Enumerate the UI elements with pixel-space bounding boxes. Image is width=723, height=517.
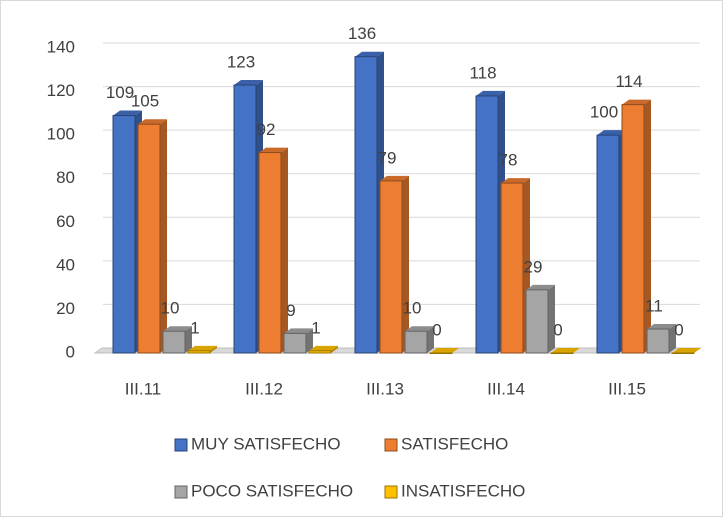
bar-top — [501, 178, 530, 184]
bar — [475, 95, 499, 354]
x-tick-label: III.13 — [366, 379, 404, 398]
bar — [354, 56, 378, 354]
bar-side — [281, 147, 288, 353]
data-label: 10 — [161, 299, 180, 318]
data-label: 1 — [311, 318, 320, 337]
data-label: 9 — [286, 301, 295, 320]
data-label: 123 — [227, 53, 255, 72]
bar-side — [669, 324, 676, 353]
bar — [500, 182, 524, 354]
bar — [379, 180, 403, 354]
bar — [137, 123, 161, 354]
bar-top — [380, 175, 409, 181]
bar-top — [597, 130, 626, 136]
bar-side — [160, 119, 167, 353]
bar-side — [185, 326, 192, 353]
x-tick-label: III.11 — [125, 379, 162, 398]
bar-top — [551, 348, 580, 353]
bar-side — [210, 345, 217, 353]
bar — [112, 115, 136, 354]
y-tick-label: 20 — [56, 299, 75, 318]
bar-top — [234, 80, 263, 86]
legend-swatch — [174, 485, 188, 499]
data-label: 136 — [348, 24, 376, 43]
bar — [596, 134, 620, 354]
bar-top — [259, 147, 288, 153]
bar — [550, 352, 574, 354]
bar-top — [284, 328, 313, 334]
bar-side — [331, 345, 338, 353]
legend-label: MUY SATISFECHO — [191, 434, 341, 453]
legend-swatch — [384, 438, 398, 452]
y-tick-label: 40 — [56, 255, 75, 274]
bar — [525, 289, 549, 354]
bar — [671, 352, 695, 354]
bar-top — [138, 119, 167, 125]
bar-top — [113, 110, 142, 116]
bar — [404, 330, 428, 354]
legend-swatch — [174, 438, 188, 452]
x-tick-label: III.14 — [487, 379, 525, 398]
bar — [621, 104, 645, 354]
bar-top — [622, 99, 651, 105]
bar — [233, 84, 257, 354]
bar-top — [355, 51, 384, 57]
bar-side — [427, 326, 434, 353]
y-tick-label: 80 — [56, 168, 75, 187]
bar — [258, 152, 282, 354]
y-tick-label: 140 — [47, 37, 75, 56]
bar-top — [405, 326, 434, 332]
legend-label: SATISFECHO — [401, 434, 508, 453]
y-tick-label: 100 — [47, 125, 75, 144]
data-label: 0 — [432, 320, 441, 339]
bar-top — [188, 345, 217, 351]
data-label: 1 — [190, 318, 199, 337]
data-label: 114 — [615, 72, 642, 91]
data-label: 100 — [590, 103, 618, 122]
legend-swatch — [384, 485, 398, 499]
data-label: 0 — [553, 320, 562, 339]
bar-top — [430, 348, 459, 353]
data-label: 0 — [674, 320, 683, 339]
x-tick-label: III.12 — [245, 379, 283, 398]
data-label: 109 — [106, 83, 134, 102]
y-tick-label: 120 — [47, 81, 75, 100]
bar-top — [672, 348, 701, 353]
x-tick-label: III.15 — [608, 379, 646, 398]
legend-label: POCO SATISFECHO — [191, 481, 353, 500]
bar-side — [548, 284, 555, 353]
bar-side — [402, 175, 409, 353]
bar — [162, 330, 186, 354]
bar — [187, 350, 211, 354]
bar — [646, 328, 670, 354]
bar — [308, 350, 332, 354]
bar-top — [526, 284, 555, 290]
data-label: 79 — [378, 148, 397, 167]
data-label: 10 — [403, 299, 422, 318]
y-tick-label: 0 — [66, 342, 75, 361]
bar-top — [476, 90, 505, 96]
data-label: 92 — [257, 120, 276, 139]
data-label: 105 — [131, 92, 159, 111]
bar-top — [309, 345, 338, 351]
bar-top — [163, 326, 192, 332]
y-tick-label: 60 — [56, 212, 75, 231]
data-label: 29 — [524, 257, 543, 276]
data-label: 118 — [469, 63, 496, 82]
legend-label: INSATISFECHO — [401, 481, 525, 500]
bar — [283, 332, 307, 354]
bar-side — [306, 328, 313, 353]
data-label: 11 — [645, 297, 663, 316]
data-label: 78 — [499, 151, 518, 170]
bar-top — [647, 324, 676, 330]
bar — [429, 352, 453, 354]
bar-side — [644, 99, 651, 354]
